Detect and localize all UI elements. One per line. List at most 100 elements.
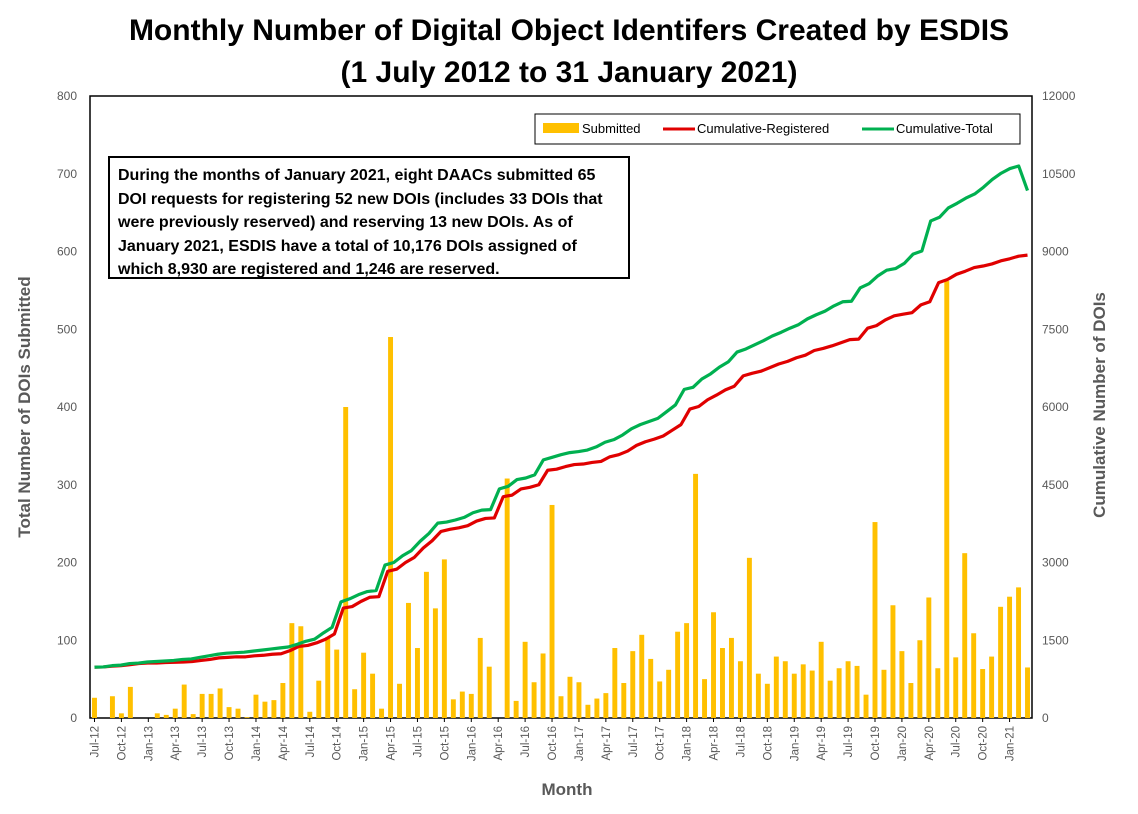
submitted-bar — [486, 666, 492, 718]
submitted-bar — [567, 676, 573, 718]
y2-tick-label: 6000 — [1042, 400, 1069, 414]
x-tick-label: Jul-19 — [843, 726, 855, 757]
submitted-bar — [181, 684, 187, 718]
x-tick-label: Jan-15 — [359, 726, 371, 761]
submitted-bar — [271, 700, 277, 718]
submitted-bar — [603, 693, 609, 718]
submitted-bar — [980, 669, 986, 718]
x-tick-label: Apr-19 — [816, 726, 828, 761]
x-tick-label: Apr-13 — [170, 726, 182, 761]
submitted-bar — [208, 693, 214, 718]
x-axis-label: Month — [542, 780, 593, 799]
submitted-bar — [522, 641, 528, 718]
chart-title-line1: Monthly Number of Digital Object Identif… — [128, 14, 1010, 47]
y2-tick-label: 12000 — [1042, 89, 1076, 103]
submitted-bar — [127, 686, 133, 718]
submitted-bar — [244, 717, 250, 718]
x-tick-label: Oct-20 — [978, 726, 990, 761]
x-tick-label: Oct-15 — [439, 726, 451, 761]
submitted-bar — [890, 605, 896, 718]
submitted-bar — [755, 673, 761, 718]
submitted-bar — [190, 714, 196, 718]
y-tick-label: 500 — [57, 322, 77, 336]
x-tick-label: Jul-17 — [628, 726, 640, 757]
x-tick-label: Jan-17 — [574, 726, 586, 761]
legend: Submitted Cumulative-Registered Cumulati… — [534, 113, 1021, 145]
submitted-bar — [199, 693, 205, 718]
x-tick-label: Jul-18 — [735, 726, 747, 757]
x-tick-label: Jan-20 — [897, 726, 909, 761]
submitted-bar — [576, 682, 582, 718]
submitted-bar — [262, 701, 268, 718]
x-tick-label: Jul-13 — [197, 726, 209, 757]
right-axis-ticks: 0 1500 3000 4500 6000 7500 9000 10500 12000 — [1042, 89, 1076, 725]
submitted-bar — [450, 699, 456, 718]
y-tick-label: 0 — [70, 711, 77, 725]
submitted-bar — [648, 658, 654, 718]
submitted-bar — [944, 281, 950, 718]
x-tick-label: Jan-19 — [789, 726, 801, 761]
submitted-bar — [459, 691, 465, 718]
x-axis-ticks: Jul-12 Oct-12 Jan-13 Apr-13 Jul-13 Oct-13 Jan-… — [89, 718, 1017, 761]
submitted-bar — [504, 478, 510, 718]
x-tick-label: Oct-14 — [332, 725, 344, 760]
y-tick-label: 600 — [57, 245, 77, 259]
submitted-bar — [863, 694, 869, 718]
submitted-bar — [441, 559, 447, 718]
submitted-bar — [1016, 587, 1022, 718]
y-tick-label: 800 — [57, 89, 77, 103]
submitted-bar — [630, 651, 636, 718]
x-tick-label: Oct-17 — [655, 726, 667, 761]
submitted-bar — [621, 683, 627, 718]
submitted-bar — [316, 680, 322, 718]
x-tick-label: Oct-12 — [116, 726, 128, 761]
submitted-bar — [558, 696, 564, 718]
submitted-bar — [432, 608, 438, 718]
submitted-bar — [675, 631, 681, 718]
submitted-bar — [307, 711, 313, 718]
cumulative-total-line — [94, 164, 1030, 669]
x-tick-label: Apr-15 — [386, 726, 398, 761]
submitted-bar — [163, 714, 169, 718]
submitted-bar — [971, 633, 977, 718]
submitted-bar — [253, 694, 259, 718]
x-tick-label: Jan-21 — [1005, 726, 1017, 761]
submitted-bar — [989, 656, 995, 718]
legend-label-registered: Cumulative-Registered — [697, 121, 829, 136]
legend-label-submitted: Submitted — [582, 121, 641, 136]
left-axis-ticks: 0 100 200 300 400 500 600 700 800 — [57, 89, 77, 725]
cumulative-lines — [94, 164, 1030, 669]
cumulative-registered-line — [94, 253, 1028, 669]
submitted-bar — [612, 648, 618, 718]
x-tick-label: Apr-14 — [278, 725, 290, 760]
submitted-bar — [217, 688, 223, 718]
legend-box — [534, 113, 1021, 145]
submitted-bar — [711, 612, 716, 718]
y-axis-label: Total Number of DOIs Submitted — [15, 276, 34, 537]
submitted-bar — [334, 649, 340, 718]
y-tick-label: 200 — [57, 556, 77, 570]
submitted-bar — [899, 651, 905, 718]
y2-tick-label: 0 — [1042, 711, 1049, 725]
y-tick-label: 400 — [57, 400, 77, 414]
submitted-bar — [540, 653, 546, 718]
submitted-bar — [917, 640, 923, 718]
submitted-bar — [397, 683, 402, 718]
y2-tick-label: 3000 — [1042, 556, 1069, 570]
submitted-bar — [549, 504, 555, 718]
submitted-bar — [639, 634, 645, 718]
submitted-bar — [666, 669, 672, 718]
submitted-bar — [468, 693, 474, 718]
submitted-bar — [289, 623, 295, 718]
submitted-bar — [1007, 596, 1013, 718]
submitted-bar — [728, 637, 734, 718]
y2-tick-label: 9000 — [1042, 245, 1069, 259]
x-tick-label: Jan-13 — [143, 726, 155, 761]
y2-axis-label: Cumulative Number of DOIs — [1090, 292, 1109, 518]
submitted-bar — [1025, 667, 1030, 718]
submitted-bar — [818, 641, 824, 718]
submitted-bar — [154, 713, 160, 718]
submitted-bar — [693, 473, 699, 718]
submitted-bar — [361, 652, 367, 718]
